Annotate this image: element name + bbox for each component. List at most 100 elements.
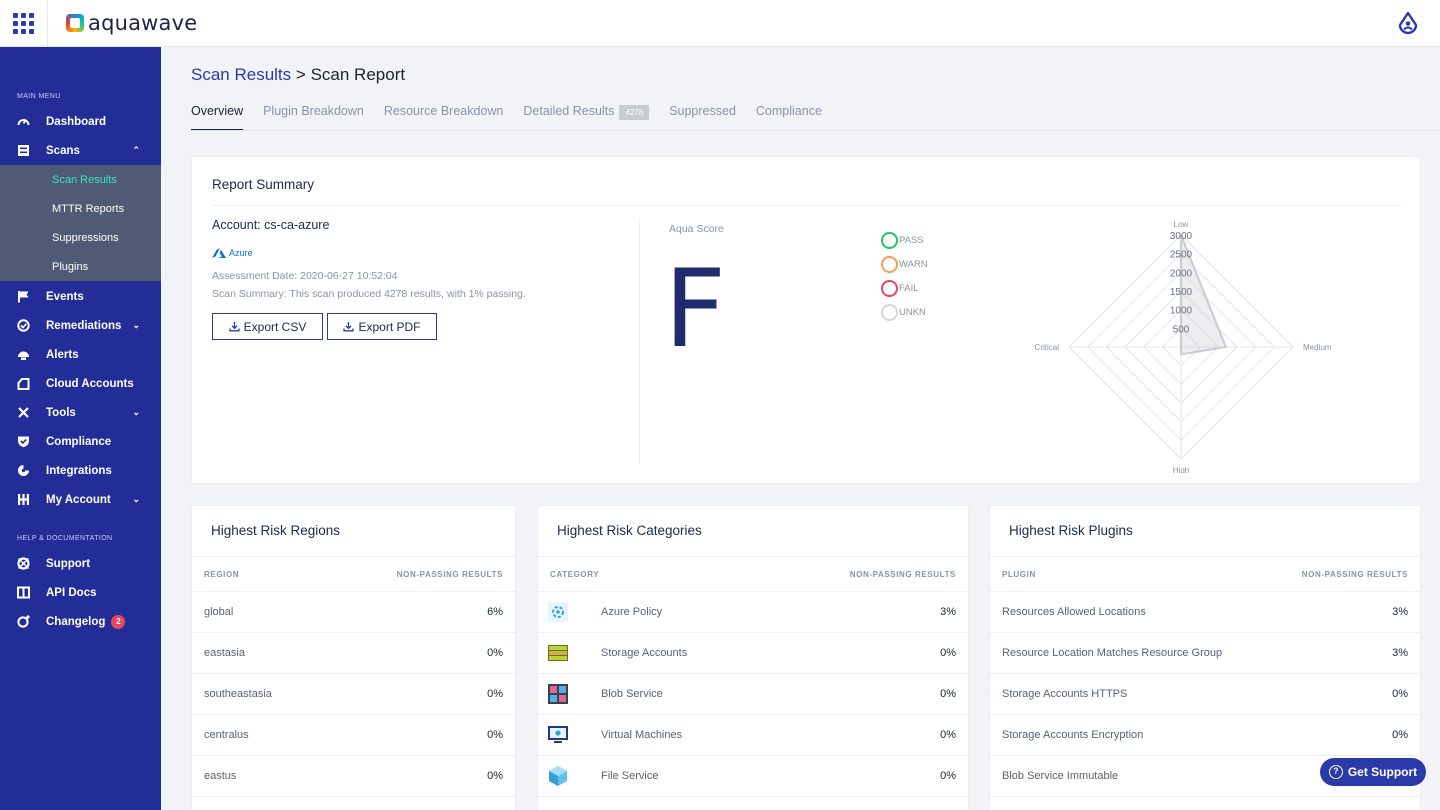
provider-azure: Azure — [212, 248, 253, 258]
category-value: 3% — [940, 606, 956, 618]
tab-overview[interactable]: Overview — [191, 103, 244, 131]
sidebar-item-tools[interactable]: Tools ⌄ — [0, 398, 161, 427]
help-icon: ? — [1328, 765, 1343, 779]
plugin-value: 3% — [1392, 647, 1408, 659]
region-name: centralus — [204, 729, 249, 741]
sidebar-item-remediations[interactable]: Remediations ⌄ — [0, 311, 161, 340]
table-row[interactable]: Blob Service Immutable — [990, 756, 1420, 797]
table-row[interactable]: Storage Accounts HTTPS 0% — [990, 674, 1420, 715]
table-row[interactable]: global 6% — [192, 592, 515, 633]
radar-axis-label: Medium — [1303, 343, 1332, 352]
sidebar-item-integrations[interactable]: Integrations — [0, 456, 161, 485]
tab-label: Plugin Breakdown — [263, 104, 364, 118]
category-value: 0% — [940, 647, 956, 659]
app-launcher-icon[interactable] — [0, 0, 48, 47]
tab-compliance[interactable]: Compliance — [756, 103, 822, 131]
aqua-score-grade: F — [664, 247, 727, 372]
table-row[interactable]: Azure Policy 3% — [538, 592, 968, 633]
tab-suppressed[interactable]: Suppressed — [669, 103, 736, 131]
lifebuoy-icon — [17, 557, 30, 570]
table-row[interactable]: southeastasia 0% — [192, 674, 515, 715]
radar-tick-label: 2000 — [1170, 268, 1193, 279]
column-header-non-passing: NON-PASSING RESULTS — [1301, 570, 1408, 579]
tab-label: Resource Breakdown — [383, 104, 504, 118]
export-csv-button[interactable]: Export CSV — [212, 313, 323, 340]
sidebar-subitem-suppressions[interactable]: Suppressions — [52, 231, 119, 244]
sidebar-item-support[interactable]: Support — [0, 549, 161, 578]
table-row[interactable]: eastus 0% — [192, 756, 515, 797]
help-heading: HELP & DOCUMENTATION — [17, 535, 113, 542]
scans-submenu: Scan Results MTTR Reports Suppressions P… — [0, 165, 161, 281]
category-value: 0% — [940, 729, 956, 741]
table-row[interactable]: Storage Accounts Encryption 0% — [990, 715, 1420, 756]
logo[interactable]: aquawave — [66, 11, 197, 35]
table-row[interactable]: centralus 0% — [192, 715, 515, 756]
sidebar-item-changelog[interactable]: Changelog 2 — [0, 607, 161, 636]
tab-plugin-breakdown[interactable]: Plugin Breakdown — [263, 103, 364, 131]
region-name: global — [204, 606, 234, 618]
main-content: Scan Results > Scan Report Overview Plug… — [161, 47, 1440, 810]
user-profile-icon[interactable] — [1396, 11, 1420, 35]
sidebar-item-label: Changelog — [46, 615, 106, 628]
column-header-non-passing: NON-PASSING RESULTS — [849, 570, 956, 579]
table-row[interactable]: Virtual Machines 0% — [538, 715, 968, 756]
divider — [212, 205, 1402, 206]
sidebar-subitem-plugins[interactable]: Plugins — [52, 260, 89, 273]
sidebar-item-label: Support — [46, 557, 91, 570]
table-row[interactable]: Storage Accounts 0% — [538, 633, 968, 674]
column-header-category: CATEGORY — [550, 570, 600, 579]
logo-mark-icon — [66, 14, 84, 32]
table-row[interactable]: Resource Location Matches Resource Group… — [990, 633, 1420, 674]
chevron-down-icon: ⌄ — [132, 494, 140, 504]
sidebar-item-my-account[interactable]: My Account ⌄ — [0, 485, 161, 514]
plugins-table-header: PLUGIN NON-PASSING RESULTS — [990, 556, 1420, 592]
radar-axis-label: High — [1173, 466, 1189, 473]
region-name: eastus — [204, 770, 237, 782]
breadcrumb-scan-results-link[interactable]: Scan Results — [191, 65, 292, 84]
table-row[interactable]: Blob Service 0% — [538, 674, 968, 715]
legend-unknown: UNKN — [881, 300, 928, 324]
table-row[interactable]: eastasia 0% — [192, 633, 515, 674]
table-row[interactable]: Resources Allowed Locations 3% — [990, 592, 1420, 633]
sidebar-item-label: Compliance — [46, 435, 112, 448]
breadcrumb-current: Scan Report — [310, 65, 406, 84]
tab-label: Suppressed — [669, 104, 736, 118]
table-row[interactable]: File Service 0% — [538, 756, 968, 797]
download-icon — [228, 322, 240, 332]
unknown-ring-icon — [881, 303, 898, 321]
category-name: Storage Accounts — [601, 647, 688, 659]
region-name: eastasia — [204, 647, 245, 659]
export-pdf-button[interactable]: Export PDF — [327, 313, 437, 340]
tab-bar: Overview Plugin Breakdown Resource Break… — [191, 103, 842, 131]
region-value: 0% — [487, 688, 503, 700]
assessment-date: Assessment Date: 2020-06-27 10:52:04 — [212, 270, 398, 282]
sidebar-item-label: My Account — [46, 493, 111, 506]
sidebar-subitem-mttr-reports[interactable]: MTTR Reports — [52, 202, 125, 215]
azure-policy-icon — [548, 602, 568, 622]
legend-pass: PASS — [881, 228, 928, 252]
sidebar-item-dashboard[interactable]: Dashboard — [0, 107, 161, 136]
sidebar-item-cloud-accounts[interactable]: Cloud Accounts — [0, 369, 161, 398]
sidebar-item-api-docs[interactable]: API Docs — [0, 578, 161, 607]
get-support-button[interactable]: ? Get Support — [1320, 758, 1426, 786]
tab-resource-breakdown[interactable]: Resource Breakdown — [384, 103, 504, 131]
scan-summary: Scan Summary: This scan produced 4278 re… — [212, 288, 526, 300]
radar-tick-label: 1000 — [1170, 306, 1193, 317]
radar-tick-label: 3000 — [1170, 231, 1193, 242]
tab-detailed-results[interactable]: Detailed Results 4278 — [523, 103, 650, 131]
account-grid-icon — [17, 493, 30, 506]
column-header-plugin: PLUGIN — [1002, 570, 1036, 579]
sidebar-item-alerts[interactable]: Alerts — [0, 340, 161, 369]
sidebar-item-events[interactable]: Events — [0, 282, 161, 311]
fail-ring-icon — [881, 279, 898, 297]
sidebar-item-label: Dashboard — [46, 115, 107, 128]
detailed-results-count-badge: 4278 — [619, 105, 650, 120]
category-name: Virtual Machines — [601, 729, 683, 741]
category-value: 0% — [940, 688, 956, 700]
sidebar-item-scans[interactable]: Scans ⌃ — [0, 136, 161, 165]
sidebar-item-compliance[interactable]: Compliance — [0, 427, 161, 456]
aqua-score-label: Aqua Score — [669, 223, 724, 235]
region-name: southeastasia — [204, 688, 272, 700]
legend-label: UNKN — [899, 306, 926, 318]
sidebar-subitem-scan-results[interactable]: Scan Results — [52, 173, 117, 186]
